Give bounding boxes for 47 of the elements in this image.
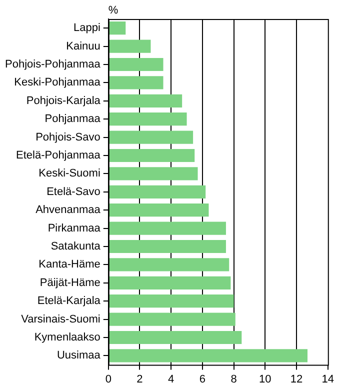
bar bbox=[108, 204, 209, 217]
bar bbox=[108, 22, 126, 35]
bar bbox=[108, 40, 151, 53]
bar bbox=[108, 76, 164, 90]
y-tick-label: Varsinais-Suomi bbox=[21, 313, 100, 326]
bar bbox=[108, 276, 231, 290]
bar bbox=[108, 58, 164, 72]
bar bbox=[108, 222, 226, 235]
y-tick-label: Pohjois-Pohjanmaa bbox=[5, 58, 102, 71]
x-tick-label: 2 bbox=[136, 373, 143, 386]
y-tick-label: Etelä-Savo bbox=[46, 186, 100, 198]
bar bbox=[108, 130, 194, 144]
y-tick-label: Pohjois-Karjala bbox=[26, 94, 102, 107]
y-tick-label: Keski-Pohjanmaa bbox=[14, 76, 102, 89]
x-tick-label: 0 bbox=[105, 373, 112, 386]
x-tick-label: 14 bbox=[322, 373, 334, 386]
bar bbox=[108, 112, 187, 126]
y-tick-label: Kymenlaakso bbox=[34, 332, 100, 344]
y-tick-label: Etelä-Karjala bbox=[37, 295, 102, 308]
y-tick-label: Keski-Suomi bbox=[38, 168, 100, 180]
y-tick-label: Kanta-Häme bbox=[38, 258, 100, 271]
y-tick-label: Pohjois-Savo bbox=[36, 131, 100, 144]
y-tick-label: Satakunta bbox=[50, 240, 102, 253]
y-tick-label: Uusimaa bbox=[56, 350, 102, 362]
y-tick-label: Ahvenanmaa bbox=[36, 204, 102, 216]
x-tick-label: 6 bbox=[199, 373, 206, 386]
bar bbox=[108, 294, 234, 308]
y-tick-label: Päijät-Häme bbox=[40, 276, 100, 289]
bar bbox=[108, 258, 230, 272]
y-tick-label: Lappi bbox=[73, 22, 100, 34]
bar bbox=[108, 94, 182, 108]
bar bbox=[108, 167, 198, 180]
y-tick-label: Etelä-Pohjanmaa bbox=[16, 150, 102, 162]
y-tick-label: Pirkanmaa bbox=[48, 222, 102, 234]
x-tick-label: 12 bbox=[290, 373, 303, 386]
x-axis-title: % bbox=[108, 4, 118, 17]
bar bbox=[108, 330, 242, 344]
bar bbox=[108, 349, 308, 362]
bar bbox=[108, 240, 226, 254]
bar bbox=[108, 312, 236, 326]
y-tick-label: Kainuu bbox=[66, 40, 100, 52]
y-tick-label: Pohjanmaa bbox=[44, 113, 102, 126]
x-tick-label: 4 bbox=[168, 373, 174, 386]
x-tick-label: 8 bbox=[230, 373, 237, 386]
bar bbox=[108, 148, 195, 162]
bar bbox=[108, 185, 206, 198]
x-tick-label: 10 bbox=[259, 373, 272, 386]
